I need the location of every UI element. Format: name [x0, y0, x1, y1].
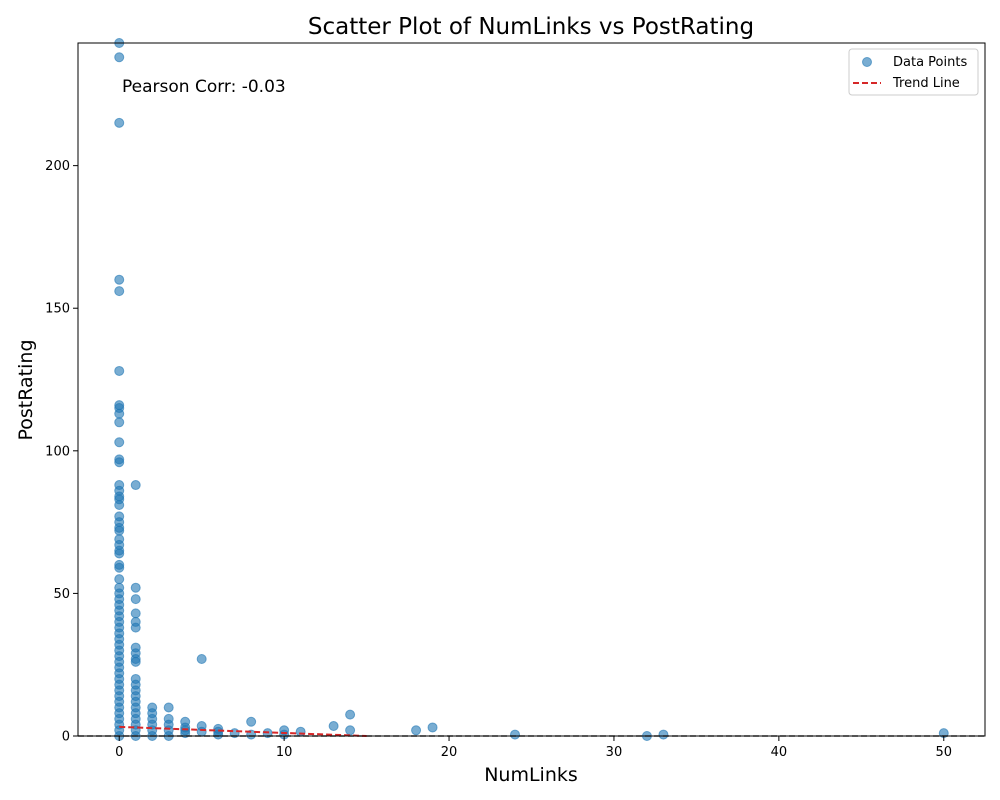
- legend-box: [848, 48, 979, 96]
- plot-frame: [77, 42, 986, 737]
- data-point: [114, 437, 125, 448]
- y-tick-label: 150: [45, 302, 70, 317]
- data-point: [114, 286, 125, 297]
- data-point: [130, 582, 141, 593]
- legend-label-trend: Trend Line: [892, 76, 960, 91]
- x-tick-label: 20: [441, 745, 458, 760]
- data-point: [163, 702, 174, 713]
- x-tick-label: 50: [935, 745, 952, 760]
- points-layer: [114, 38, 949, 741]
- data-point: [130, 656, 141, 667]
- data-point: [114, 500, 125, 510]
- legend: Data Points Trend Line: [848, 48, 979, 96]
- y-tick-label: 100: [45, 444, 70, 459]
- x-tick-label: 0: [115, 745, 123, 760]
- data-point: [114, 548, 125, 559]
- data-point: [114, 525, 125, 536]
- y-tick-label: 50: [53, 587, 70, 602]
- data-point: [114, 457, 125, 468]
- data-point: [295, 726, 306, 737]
- legend-marker-points: [862, 57, 872, 67]
- x-axis: 0 10 20 30 40 50: [115, 736, 952, 760]
- trend-line: [119, 725, 367, 737]
- x-tick-label: 40: [771, 745, 788, 760]
- data-point: [114, 365, 125, 376]
- data-point: [427, 722, 438, 733]
- data-point: [196, 654, 207, 664]
- legend-label-points: Data Points: [893, 55, 967, 70]
- data-point: [345, 709, 356, 720]
- y-axis-label: PostRating: [15, 339, 37, 440]
- data-point: [114, 417, 125, 428]
- data-point: [246, 716, 257, 727]
- data-point: [114, 52, 125, 63]
- data-point: [196, 726, 207, 737]
- y-tick-label: 0: [62, 730, 70, 745]
- data-point: [130, 480, 141, 491]
- data-point: [130, 622, 141, 633]
- data-point: [114, 574, 125, 585]
- data-point: [114, 117, 125, 128]
- data-point: [114, 274, 125, 285]
- data-point: [114, 408, 125, 419]
- chart-title: Scatter Plot of NumLinks vs PostRating: [308, 14, 754, 40]
- data-point: [510, 729, 521, 740]
- pearson-annotation: Pearson Corr: -0.03: [122, 77, 286, 97]
- data-point: [114, 562, 125, 573]
- x-tick-label: 10: [276, 745, 293, 760]
- x-tick-label: 30: [606, 745, 623, 760]
- data-point: [130, 608, 141, 619]
- data-point: [328, 721, 339, 732]
- x-axis-label: NumLinks: [484, 764, 578, 786]
- data-point: [213, 729, 224, 740]
- y-tick-label: 200: [45, 159, 70, 174]
- data-point: [345, 725, 356, 736]
- y-axis: 0 50 100 150 200: [45, 159, 78, 745]
- data-point: [658, 729, 669, 740]
- data-point: [411, 725, 422, 736]
- data-point: [130, 594, 141, 605]
